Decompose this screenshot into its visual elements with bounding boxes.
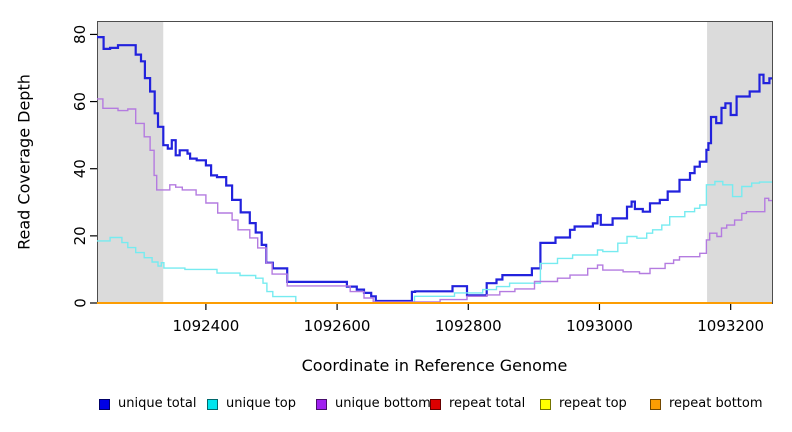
x-tick-label: 1093200 [697,317,764,335]
shaded-region-right [707,21,772,303]
y-tick-label: 20 [71,226,89,245]
series-unique-top [97,180,772,304]
x-tick-label: 1092600 [304,317,371,335]
plot-border [97,21,773,304]
x-tick-label: 1092800 [435,317,502,335]
y-tick-label: 0 [71,298,89,308]
series-unique-bottom [97,98,772,303]
y-tick-label: 80 [71,25,89,44]
x-axis-title: Coordinate in Reference Genome [301,356,568,375]
y-tick-label: 60 [71,92,89,111]
y-tick-label: 40 [71,159,89,178]
x-tick-label: 1093000 [566,317,633,335]
series-unique-total [97,36,772,303]
shaded-region-left [97,21,164,303]
x-tick-label: 1092400 [172,317,239,335]
y-axis-title: Read Coverage Depth [14,74,34,250]
